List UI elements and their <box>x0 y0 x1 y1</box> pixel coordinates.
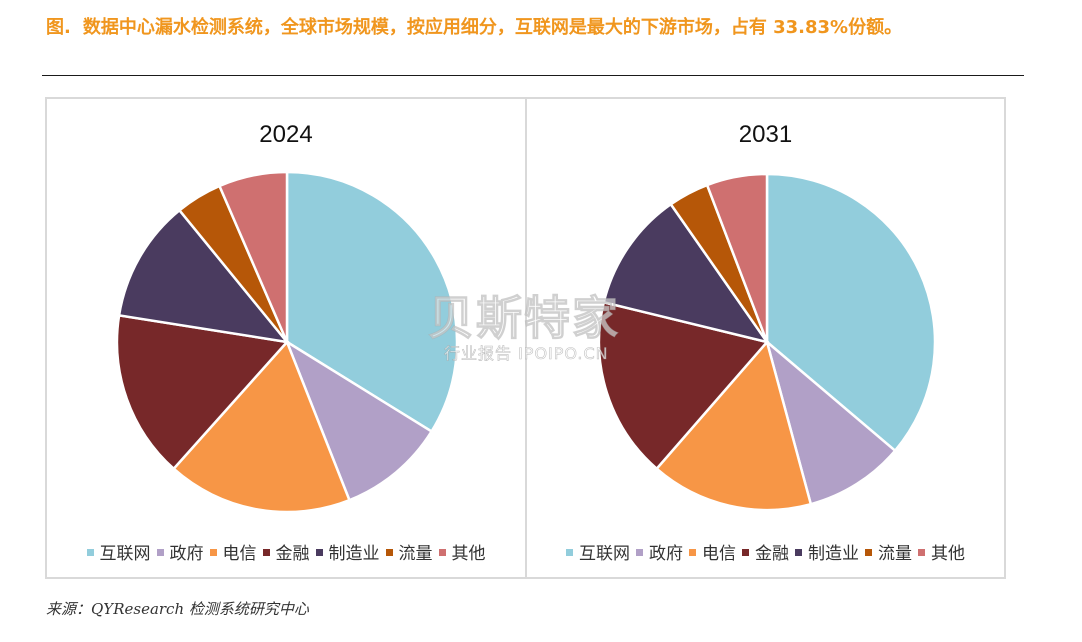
legend-label: 互联网 <box>579 544 630 564</box>
figure-label: 图. <box>46 17 71 38</box>
legend-label: 电信 <box>222 544 257 564</box>
legend-swatch <box>86 549 94 556</box>
legend-item-2031-4: 制造业 <box>795 539 859 564</box>
legend-item-2031-6: 其他 <box>918 539 965 564</box>
legend-label: 政府 <box>649 544 683 564</box>
legend-swatch <box>636 549 643 556</box>
legend-label: 电信 <box>702 544 736 564</box>
legend-swatch <box>209 549 217 556</box>
legend-label: 其他 <box>931 544 965 564</box>
legend-2031: 互联网 政府 电信 金融 制造业 流量 其他 <box>527 539 1004 564</box>
pie-slice-2024-2 <box>171 339 352 514</box>
legend-swatch <box>918 549 925 556</box>
pie-slice-2024-4 <box>117 208 291 344</box>
legend-item-2024-1: 政府 <box>156 539 204 564</box>
pie-slice-2024-1 <box>284 338 434 502</box>
pie-panel-2024: 2024 互联网 政府 电信 金融 制造业 流量 其他 <box>45 97 527 579</box>
legend-item-2024-6: 其他 <box>438 539 486 564</box>
legend-label: 互联网 <box>99 544 151 564</box>
figure-title-text: 数据中心漏水检测系统，全球市场规模，按应用细分，互联网是最大的下游市场，占有 3… <box>82 17 903 38</box>
pie-slice-2031-4 <box>602 202 770 344</box>
legend-item-2024-4: 制造业 <box>315 539 380 564</box>
legend-label: 流量 <box>878 544 912 564</box>
legend-2024: 互联网 政府 电信 金融 制造业 流量 其他 <box>47 539 525 564</box>
legend-item-2031-2: 电信 <box>689 539 736 564</box>
legend-swatch <box>865 549 872 556</box>
pie-slice-2024-3 <box>115 313 290 471</box>
legend-label: 政府 <box>169 544 204 564</box>
legend-label: 制造业 <box>328 544 380 564</box>
legend-swatch <box>566 549 573 556</box>
legend-swatch <box>262 549 270 556</box>
legend-item-2031-5: 流量 <box>865 539 912 564</box>
legend-swatch <box>156 549 164 556</box>
legend-item-2024-0: 互联网 <box>86 539 151 564</box>
pie-panel-2031: 2031 互联网 政府 电信 金融 制造业 流量 其他 <box>525 97 1006 579</box>
legend-swatch <box>315 549 323 556</box>
legend-swatch <box>438 549 446 556</box>
pie-title-2031: 2031 <box>738 121 793 148</box>
pie-chart-2024 <box>115 170 459 514</box>
legend-item-2031-0: 互联网 <box>566 539 630 564</box>
legend-swatch <box>795 549 802 556</box>
pie-slice-2031-2 <box>654 339 813 512</box>
legend-swatch <box>385 549 393 556</box>
legend-label: 金融 <box>275 544 310 564</box>
pie-slice-2024-0 <box>285 170 459 434</box>
legend-label: 制造业 <box>808 544 859 564</box>
legend-label: 其他 <box>451 544 486 564</box>
pie-slice-2031-0 <box>765 172 937 453</box>
figure-title: 图. 数据中心漏水检测系统，全球市场规模，按应用细分，互联网是最大的下游市场，占有… <box>46 14 1026 42</box>
pie-slice-2031-1 <box>764 338 897 506</box>
title-divider <box>42 75 1024 76</box>
legend-label: 流量 <box>398 544 433 564</box>
legend-swatch <box>742 549 749 556</box>
legend-item-2031-1: 政府 <box>636 539 683 564</box>
pie-title-2024: 2024 <box>259 121 313 148</box>
pie-slice-2031-3 <box>597 300 770 471</box>
legend-item-2024-5: 流量 <box>385 539 433 564</box>
legend-item-2031-3: 金融 <box>742 539 789 564</box>
legend-swatch <box>689 549 696 556</box>
legend-item-2024-2: 电信 <box>209 539 257 564</box>
legend-label: 金融 <box>755 544 789 564</box>
pie-slice-2031-6 <box>705 172 769 343</box>
pie-chart-2031 <box>597 172 937 512</box>
source-note: 来源：QYResearch 检测系统研究中心 <box>46 600 309 618</box>
pie-slice-2024-6 <box>217 170 289 343</box>
legend-item-2024-3: 金融 <box>262 539 310 564</box>
